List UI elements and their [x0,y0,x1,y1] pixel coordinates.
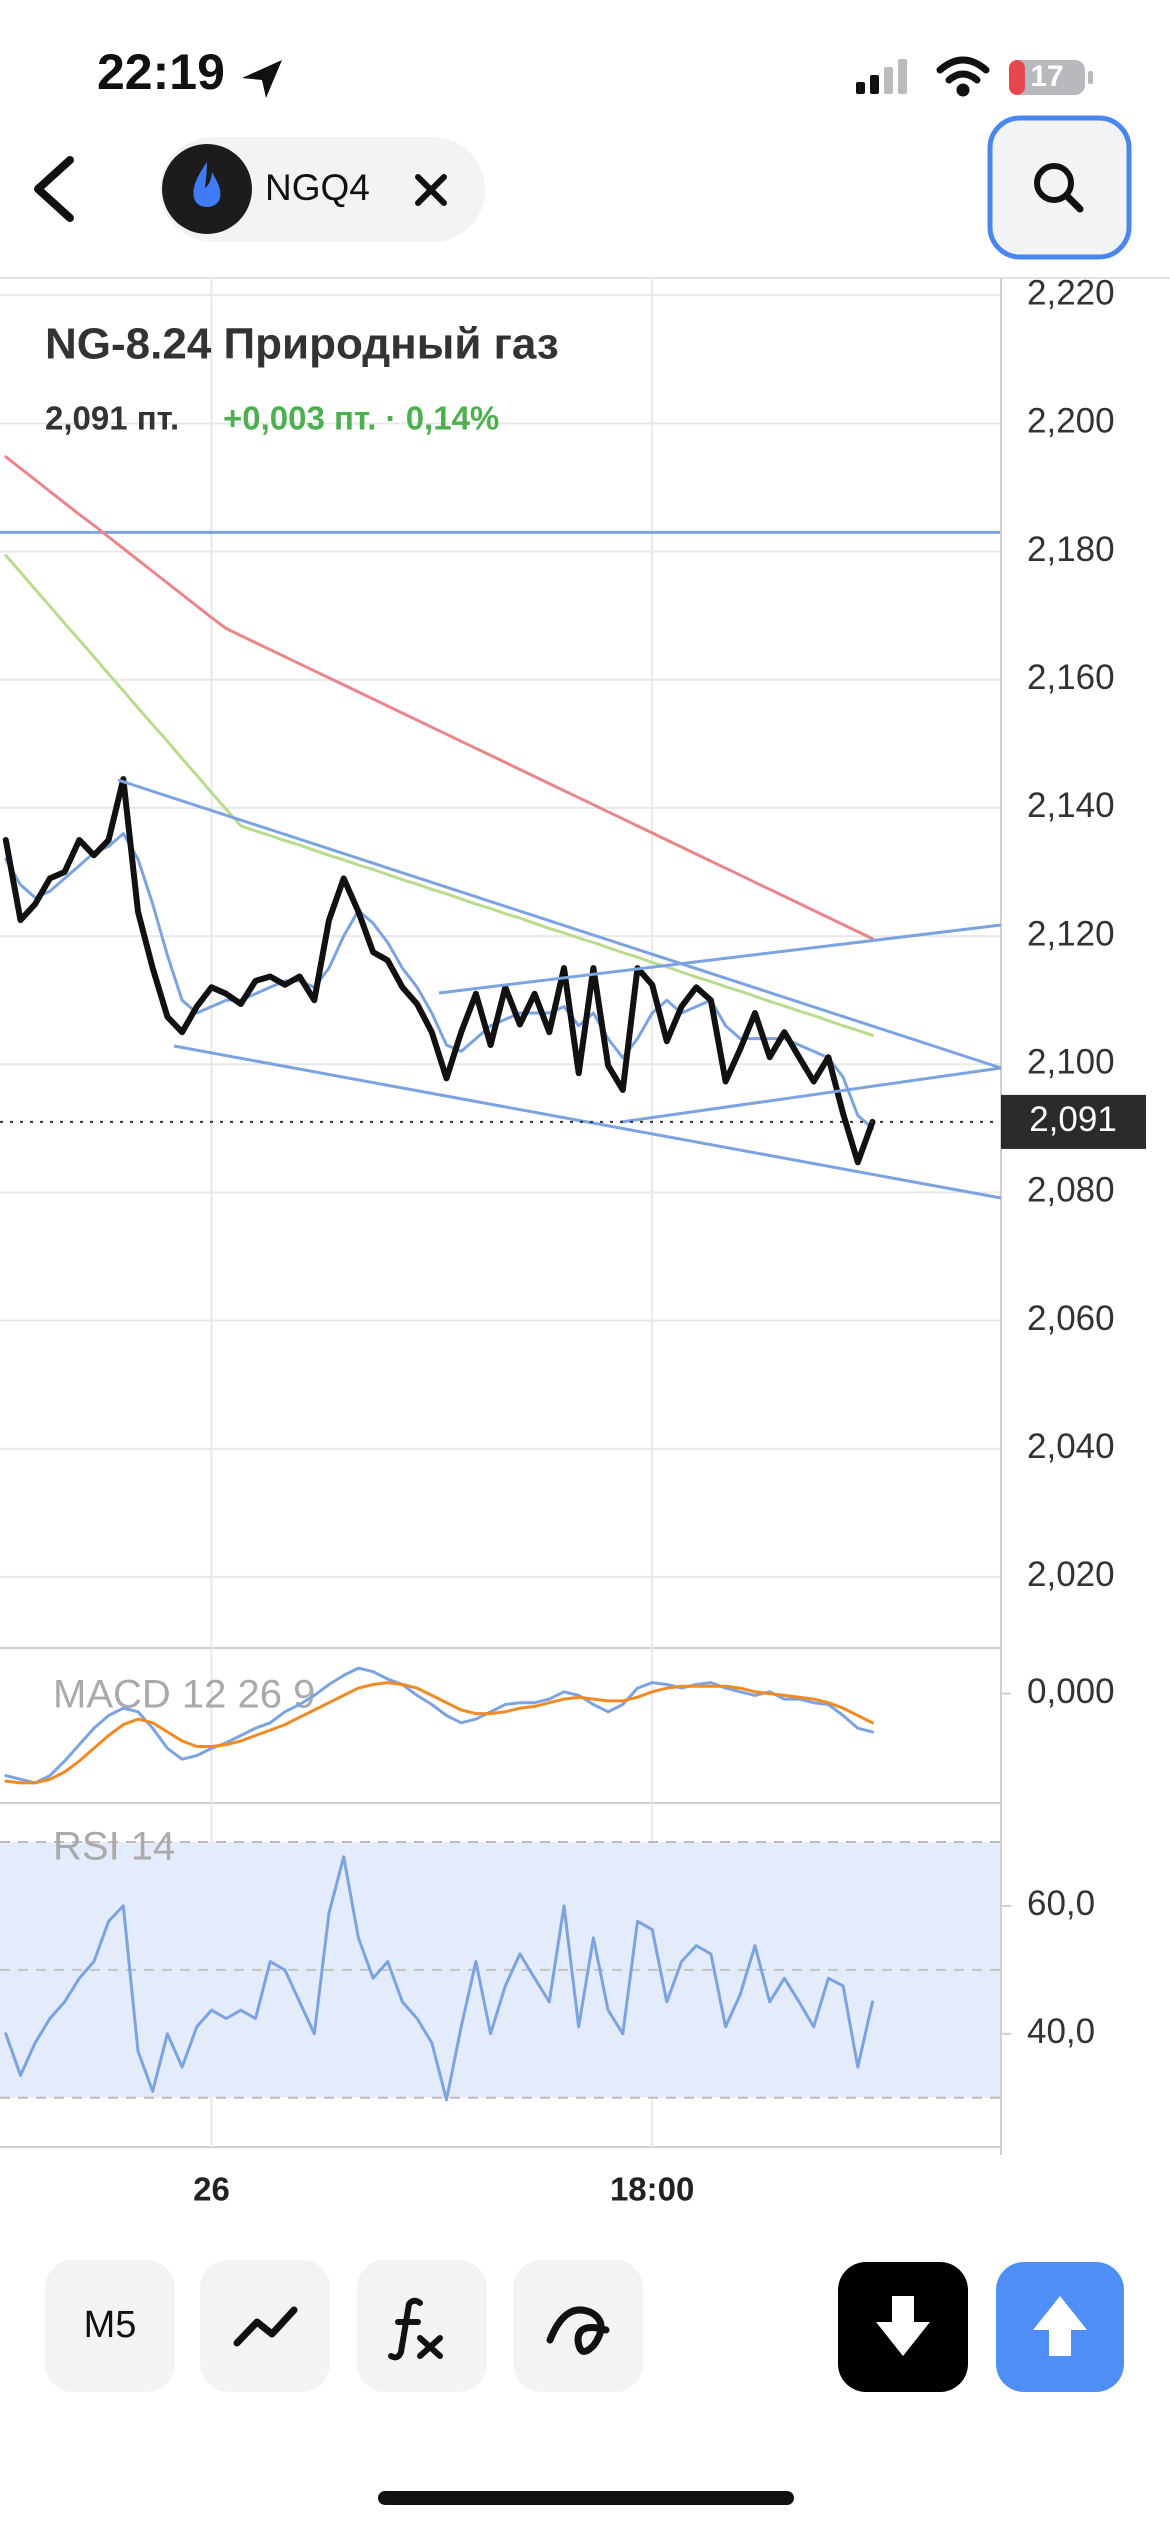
series-line [4,455,874,941]
trend-line [620,1066,1002,1124]
price-change: +0,003 пт. · 0,14% [223,400,499,437]
y-tick-label: 2,020 [1027,1555,1115,1594]
signal-icon [856,59,907,94]
wifi-arc [936,56,990,74]
wifi-icon [936,56,990,97]
y-tick-label: 2,100 [1027,1042,1115,1081]
indicators-button[interactable] [357,2260,487,2392]
series-line [4,1855,874,2102]
chart-background-layer [0,278,1011,2147]
x-tick-label: 26 [193,2171,230,2208]
ticker-name: NGQ4 [265,167,370,208]
y-tick-label: 60,0 [1027,1884,1095,1923]
close-chip[interactable] [415,174,447,206]
signal-bar [884,67,893,94]
wifi-dot [956,83,970,97]
y-tick-label: 2,120 [1027,914,1115,953]
flame-icon [193,162,221,207]
signal-bar [870,75,879,94]
buy-icon [1033,2296,1087,2356]
last-price: 2,091 пт. [45,400,179,437]
y-tick-label: 40,0 [1027,2012,1095,2051]
y-tick-label: 2,160 [1027,658,1115,697]
series-line [4,1666,874,1785]
location-icon [242,60,282,98]
chart-overlay-layer: 26 18:00 2,220 2,200 2,180 2,160 2,140 2,120 2,1… [0,274,1146,2208]
status-time: 22:19 [97,44,225,100]
y-tick-label: 2,060 [1027,1299,1115,1338]
current-price-box [1001,1094,1146,1149]
signal-bar [856,82,865,94]
rsi-title: RSI 14 [53,1825,175,1869]
interval-button[interactable] [45,2260,175,2392]
home-indicator [378,2491,794,2505]
trend-line [438,923,1002,995]
battery [1009,60,1085,95]
trend-lines [117,778,1002,1200]
current-price-label: 2,091 [1029,1100,1117,1139]
drawing-icon [546,2306,610,2355]
series-line [2,776,876,1166]
battery-percent: 17 [1030,60,1063,93]
back-button[interactable] [34,156,74,222]
y-tick-label: 2,180 [1027,530,1115,569]
y-tick-label: 2,200 [1027,402,1115,441]
y-tick-label: 2,040 [1027,1427,1115,1466]
search-icon-handle [1063,192,1084,213]
y-tick-label: 2,080 [1027,1171,1115,1210]
indicators-icon [388,2297,443,2361]
wifi-arc [945,70,981,84]
instrument-title: NG-8.24 Природный газ [45,320,559,369]
search-icon [1034,163,1074,203]
macd-title: MACD 12 26 9 [53,1673,315,1717]
y-tick-label: 2,220 [1027,274,1115,313]
battery-tip [1088,71,1093,84]
signal-bar [898,59,907,94]
chart-lines-layer [2,455,876,2102]
series-line [4,1681,874,1785]
search-button[interactable] [987,115,1132,260]
trend-line [117,778,1002,1070]
series-line [4,554,874,1037]
trend-line [173,1044,1002,1200]
chart-type-icon [233,2306,298,2347]
y-tick-label: 2,140 [1027,786,1115,825]
series-line [4,832,874,1130]
x-tick-label: 18:00 [610,2171,694,2208]
y-tick-label: 0,000 [1027,1672,1115,1711]
drawing-button[interactable] [513,2260,643,2392]
battery-level [1009,60,1025,95]
interval-label: M5 [84,2304,137,2346]
sell-icon [876,2296,930,2356]
